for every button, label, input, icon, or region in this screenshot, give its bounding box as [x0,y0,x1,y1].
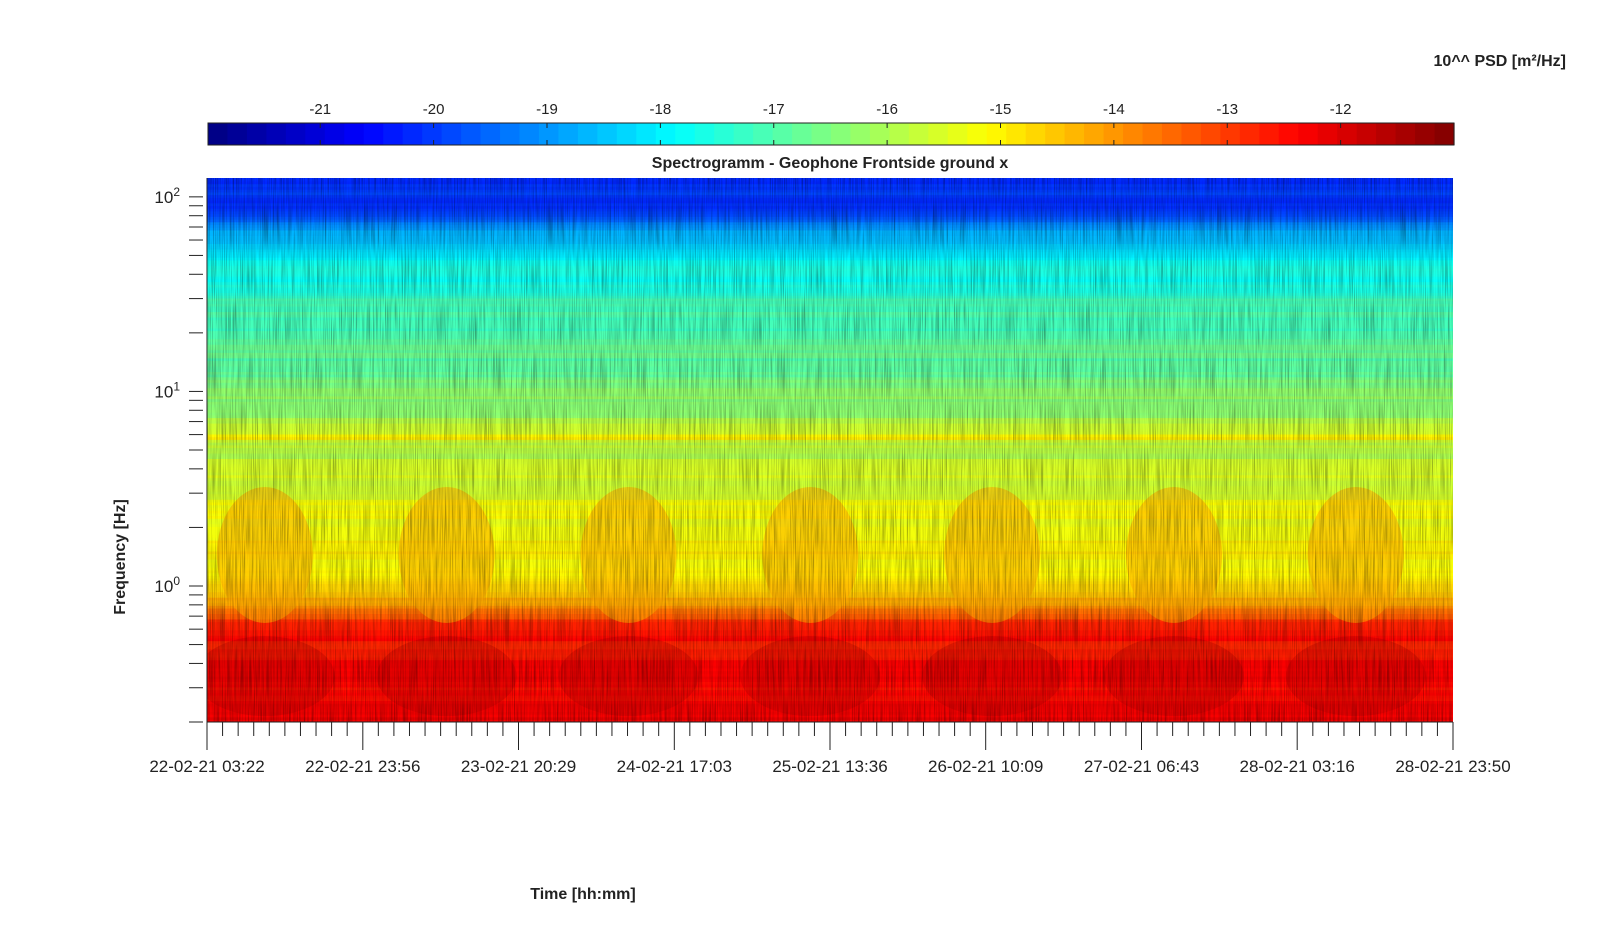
colorbar-cell [461,123,482,145]
colorbar-cell [1278,123,1299,145]
colorbar-cell [908,123,929,145]
colorbar-cell [227,123,248,145]
colorbar-cell [1298,123,1319,145]
y-axis-label: Frequency [Hz] [112,499,129,615]
colorbar-cell [714,123,735,145]
colorbar-cell [1025,123,1046,145]
colorbar-tick-label: -12 [1330,101,1352,118]
colorbar-cell [1220,123,1241,145]
colorbar-cell [1434,123,1455,145]
y-tick-label: 100 [154,574,180,596]
colorbar-cell [831,123,852,145]
colorbar-tick-label: -17 [763,101,785,118]
colorbar-cell [1006,123,1027,145]
colorbar-cell [305,123,326,145]
colorbar-cell [1395,123,1416,145]
colorbar-cell [1356,123,1377,145]
colorbar-cell [558,123,579,145]
chart-title: Spectrogramm - Geophone Frontside ground… [652,155,1009,172]
colorbar-cell [694,123,715,145]
colorbar-cell [1064,123,1085,145]
colorbar-cell [422,123,443,145]
colorbar-tick-label: -13 [1216,101,1238,118]
colorbar-tick-label: -21 [309,101,331,118]
colorbar-cell [441,123,462,145]
colorbar-cell [1181,123,1202,145]
colorbar-cell [1142,123,1163,145]
colorbar-frame [207,122,1455,146]
x-tick-label: 26-02-21 10:09 [928,757,1043,776]
x-tick-label: 27-02-21 06:43 [1084,757,1199,776]
colorbar-cell [363,123,384,145]
colorbar-cell [538,123,560,145]
colorbar-cell [733,123,754,145]
colorbar-cell [792,123,813,145]
colorbar-cell [1317,123,1338,145]
colorbar-cell [1161,123,1183,145]
y-axis: 100 101 102 [154,178,208,723]
colorbar-ticks: -21 -20 -19 -18 -17 -16 -15 -14 -13 -12 [309,101,1351,145]
colorbar-cell [869,123,891,145]
colorbar-cell [266,123,287,145]
colorbar-cell [519,123,540,145]
colorbar-cell [285,123,306,145]
colorbar-cell [402,123,423,145]
x-tick-label: 28-02-21 03:16 [1240,757,1355,776]
colorbar-label: 10^^ PSD [m²/Hz] [1434,53,1566,70]
colorbar-cell [1239,123,1260,145]
x-axis: 22-02-21 03:22 22-02-21 23:56 23-02-21 20:… [149,721,1511,776]
colorbar-tick-label: -14 [1103,101,1125,118]
colorbar-cell [616,123,637,145]
x-tick-label: 22-02-21 03:22 [149,757,264,776]
colorbar-tick-label: -16 [876,101,898,118]
colorbar-cell [986,123,1007,145]
colorbar-tick-label: -15 [990,101,1012,118]
colorbar-gradient [208,123,1455,145]
colorbar-tick-label: -19 [536,101,558,118]
x-tick-label: 23-02-21 20:29 [461,757,576,776]
spectrogram-plot-area [207,178,1453,722]
colorbar-cell [1337,123,1358,145]
colorbar-cell [636,123,657,145]
colorbar-cell [480,123,501,145]
colorbar-cell [1376,123,1397,145]
colorbar-tick-label: -18 [650,101,672,118]
texture-overlay [207,178,1453,722]
colorbar-cell [772,123,793,145]
colorbar-cell [675,123,696,145]
x-tick-label: 24-02-21 17:03 [617,757,732,776]
colorbar-cell [246,123,268,145]
x-tick-label: 28-02-21 23:50 [1395,757,1510,776]
colorbar-cell [889,123,910,145]
colorbar: -21 -20 -19 -18 -17 -16 -15 -14 -13 -12 [207,101,1455,146]
colorbar-cell [1259,123,1280,145]
colorbar-cell [324,123,345,145]
colorbar-cell [1123,123,1144,145]
colorbar-cell [753,123,774,145]
colorbar-cell [928,123,949,145]
colorbar-cell [850,123,871,145]
colorbar-cell [1200,123,1221,145]
colorbar-tick-label: -20 [423,101,445,118]
colorbar-cell [1415,123,1436,145]
colorbar-cell [947,123,968,145]
y-tick-label: 101 [154,379,180,401]
colorbar-cell [655,123,676,145]
x-tick-label: 22-02-21 23:56 [305,757,420,776]
colorbar-cell [344,123,365,145]
colorbar-cell [811,123,832,145]
colorbar-cell [500,123,521,145]
x-axis-label: Time [hh:mm] [530,886,635,903]
colorbar-cell [967,123,988,145]
colorbar-cell [1045,123,1066,145]
x-tick-label: 25-02-21 13:36 [772,757,887,776]
colorbar-cell [1103,123,1124,145]
colorbar-cell [208,123,229,145]
colorbar-cell [597,123,618,145]
colorbar-cell [1084,123,1105,145]
y-tick-label: 102 [154,185,180,207]
colorbar-cell [577,123,598,145]
colorbar-cell [383,123,404,145]
